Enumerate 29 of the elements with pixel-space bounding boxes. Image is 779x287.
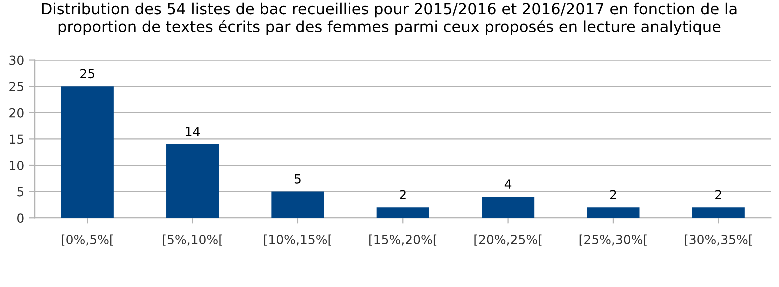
x-tick-label: [20%,25%[ [474,234,542,246]
x-tick-label: [0%,5%[ [62,234,114,246]
y-tick-label: 15 [10,134,24,144]
y-tick-label: 10 [10,160,24,170]
bar [587,208,640,218]
x-tick-label: [5%,10%[ [163,234,222,246]
y-tick-label: 30 [10,56,24,66]
y-tick-label: 0 [18,214,24,224]
data-label: 2 [716,190,722,200]
x-tick-label: [30%,35%[ [685,234,752,246]
bar [166,144,220,218]
data-label: 25 [80,69,94,79]
bar [376,208,430,218]
bar [482,197,535,218]
data-label: 5 [294,174,301,184]
x-tick-label: [15%,20%[ [370,234,437,246]
bar [272,192,324,218]
x-tick-label: [10%,15%[ [264,234,332,246]
y-tick-label: 5 [18,187,24,197]
chart-title: Distribution des 54 listes de bac recueillies pour 2015/2016 et 2016/2017 en fonction de la proportion de textes écrits par des femmes parmi ceux proposés en lecture analytique [42,2,737,36]
y-tick-label: 25 [10,82,24,92]
data-label: 2 [610,190,616,200]
bar [61,86,114,218]
y-tick-label: 20 [10,108,24,118]
x-tick-label: [25%,30%[ [580,234,647,246]
data-label: 4 [504,180,512,189]
data-label: 14 [186,127,200,136]
data-label: 2 [400,190,406,200]
bar [692,208,745,218]
